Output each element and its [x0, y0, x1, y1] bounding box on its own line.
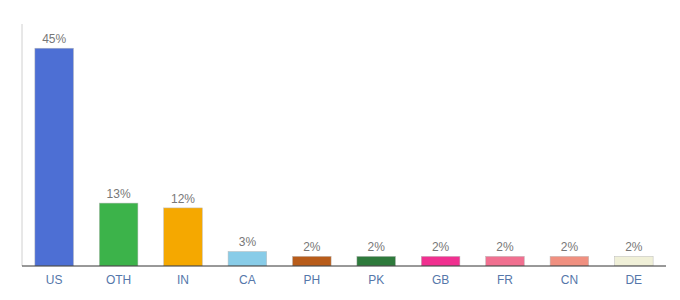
bar — [486, 256, 525, 266]
bars — [35, 48, 653, 266]
data-label: 2% — [561, 240, 579, 254]
chart: 45% 13% 12% 3% 2% 2% 2% 2% 2% 2% US OTH IN CA PH PK GB FR… — [0, 0, 680, 300]
bar — [228, 251, 267, 266]
x-axis-line — [22, 266, 666, 267]
bar — [550, 256, 589, 266]
x-tick-label: US — [46, 273, 63, 287]
data-labels: 45% 13% 12% 3% 2% 2% 2% 2% 2% 2% — [42, 32, 643, 254]
x-tick-label: FR — [497, 273, 513, 287]
data-label: 2% — [368, 240, 386, 254]
bar — [35, 48, 74, 266]
x-tick-label: IN — [177, 273, 189, 287]
data-label: 2% — [303, 240, 321, 254]
data-label: 2% — [432, 240, 450, 254]
data-label: 2% — [625, 240, 643, 254]
bar — [292, 256, 331, 266]
bar — [164, 208, 203, 266]
data-label: 13% — [107, 187, 131, 201]
bar — [421, 256, 460, 266]
x-tick-label: PH — [303, 273, 320, 287]
chart-container: 45% 13% 12% 3% 2% 2% 2% 2% 2% 2% US OTH IN CA PH PK GB FR… — [0, 0, 680, 300]
x-tick-label: OTH — [106, 273, 131, 287]
x-tick-label: GB — [432, 273, 449, 287]
x-tick-label: PK — [368, 273, 384, 287]
bar — [357, 256, 396, 266]
y-axis-line — [22, 24, 23, 266]
x-tick-label: CN — [561, 273, 578, 287]
bar — [614, 256, 653, 266]
x-ticks: US OTH IN CA PH PK GB FR CN DE — [46, 273, 642, 287]
bar — [99, 203, 138, 266]
data-label: 2% — [496, 240, 514, 254]
data-label: 12% — [171, 192, 195, 206]
data-label: 45% — [42, 32, 66, 46]
x-tick-label: DE — [625, 273, 642, 287]
x-tick-label: CA — [239, 273, 256, 287]
data-label: 3% — [239, 235, 257, 249]
